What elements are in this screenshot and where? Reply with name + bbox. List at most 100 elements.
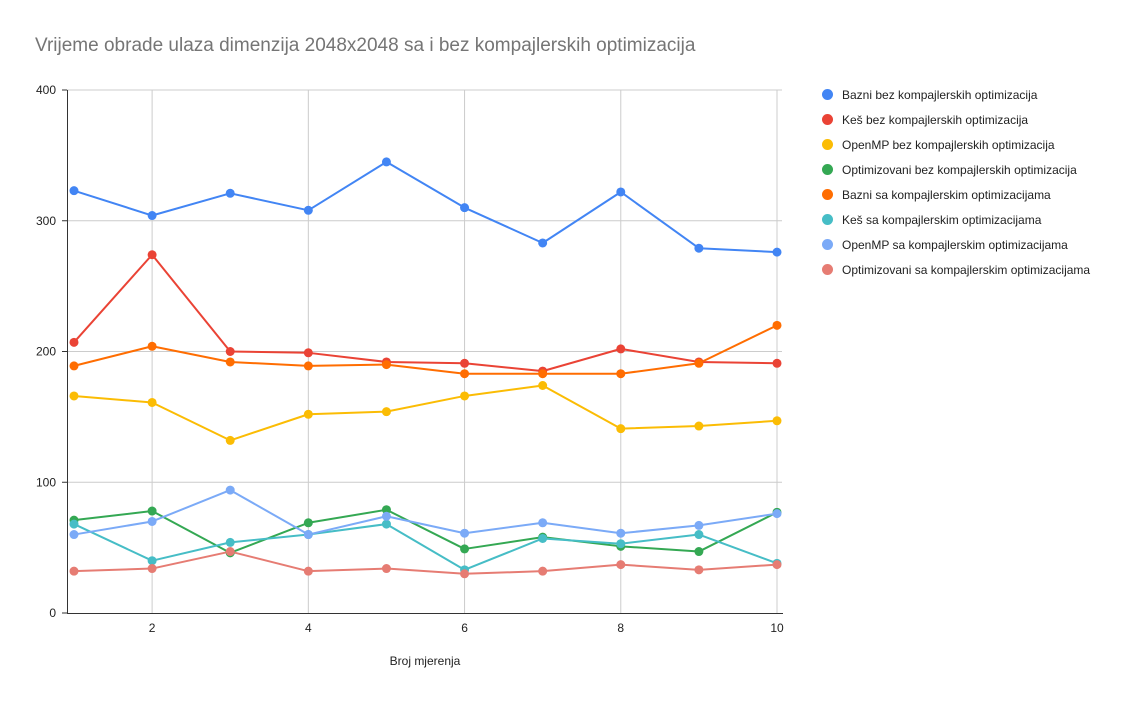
- data-point-series-7: [694, 520, 704, 530]
- data-point-series-2: [69, 337, 79, 347]
- data-point-series-5: [225, 357, 235, 367]
- legend-label: OpenMP sa kompajlerskim optimizacijama: [842, 237, 1068, 252]
- legend-item: Keš sa kompajlerskim optimizacijama: [822, 207, 1132, 232]
- series-line-8: [73, 550, 778, 575]
- data-point-series-2: [225, 347, 235, 356]
- data-point-series-6: [694, 530, 704, 540]
- axes: 0 100 200 300 400 2 4 6 8 10: [36, 83, 784, 635]
- y-tick-label: 400: [36, 83, 56, 97]
- legend-item: Bazni bez kompajlerskih optimizacija: [822, 82, 1132, 107]
- data-point-series-5: [538, 369, 548, 379]
- data-point-series-3: [303, 409, 313, 419]
- series-line-1: [73, 160, 778, 254]
- y-tick-label: 300: [36, 214, 56, 228]
- data-point-series-7: [303, 530, 313, 540]
- data-point-series-7: [460, 528, 470, 538]
- series-line-4: [73, 508, 778, 554]
- x-tick-label: 2: [149, 621, 156, 635]
- data-point-series-8: [147, 564, 157, 574]
- data-point-series-2: [460, 358, 470, 368]
- legend-marker: [822, 214, 833, 225]
- data-point-series-1: [772, 247, 782, 257]
- legend-marker: [822, 164, 833, 175]
- data-point-series-1: [538, 238, 548, 248]
- data-point-series-7: [225, 485, 235, 495]
- data-point-series-4: [303, 518, 313, 528]
- data-point-series-1: [303, 205, 313, 215]
- y-tick-label: 200: [36, 345, 56, 359]
- legend-label: Keš sa kompajlerskim optimizacijama: [842, 212, 1042, 227]
- data-point-series-4: [694, 547, 704, 557]
- data-point-series-2: [147, 250, 157, 260]
- series-lines: [73, 160, 778, 575]
- data-point-series-8: [381, 564, 391, 574]
- legend-label: Keš bez kompajlerskih optimizacija: [842, 112, 1029, 127]
- data-point-series-8: [616, 560, 626, 570]
- series-line-2: [73, 253, 778, 373]
- series-line-3: [73, 384, 778, 442]
- legend-item: OpenMP sa kompajlerskim optimizacijama: [822, 232, 1132, 257]
- legend-marker: [822, 139, 833, 150]
- data-point-series-7: [616, 528, 626, 538]
- data-point-series-1: [69, 186, 79, 196]
- legend-item: Optimizovani sa kompajlerskim optimizaci…: [822, 257, 1132, 282]
- data-point-series-5: [303, 361, 313, 371]
- data-point-series-5: [147, 341, 157, 351]
- data-point-series-7: [538, 518, 548, 528]
- data-point-series-1: [381, 157, 391, 167]
- data-point-series-3: [69, 391, 79, 401]
- chart-title: Vrijeme obrade ulaza dimenzija 2048x2048…: [35, 35, 696, 56]
- data-point-series-3: [381, 407, 391, 417]
- data-point-series-3: [147, 397, 157, 407]
- x-tick-label: 8: [617, 621, 624, 635]
- data-point-series-4: [147, 506, 157, 516]
- data-point-series-7: [69, 530, 79, 540]
- grid-lines: [67, 89, 782, 613]
- data-point-series-5: [616, 369, 626, 379]
- data-point-series-2: [303, 348, 313, 358]
- data-point-series-6: [616, 539, 626, 549]
- legend-label: Optimizovani bez kompajlerskih optimizac…: [842, 162, 1077, 177]
- data-point-series-6: [225, 537, 235, 547]
- legend-label: Bazni sa kompajlerskim optimizacijama: [842, 187, 1051, 202]
- legend-label: Optimizovani sa kompajlerskim optimizaci…: [842, 262, 1091, 277]
- data-point-series-5: [69, 361, 79, 371]
- legend: Bazni bez kompajlerskih optimizacija Keš …: [822, 82, 1132, 282]
- data-point-series-4: [381, 505, 391, 515]
- data-point-series-3: [616, 424, 626, 434]
- data-point-series-5: [772, 320, 782, 330]
- data-point-series-8: [694, 565, 704, 575]
- data-point-series-3: [772, 416, 782, 426]
- data-point-series-3: [694, 421, 704, 431]
- data-point-series-4: [460, 544, 470, 554]
- data-point-series-8: [460, 569, 470, 579]
- data-point-series-5: [460, 369, 470, 379]
- data-point-series-3: [460, 391, 470, 401]
- x-tick-label: 4: [305, 621, 312, 635]
- legend-label: Bazni bez kompajlerskih optimizacija: [842, 87, 1038, 102]
- data-point-series-8: [225, 547, 235, 557]
- legend-marker: [822, 189, 833, 200]
- data-point-series-1: [694, 243, 704, 253]
- data-point-series-2: [616, 344, 626, 354]
- legend-item: OpenMP bez kompajlerskih optimizacija: [822, 132, 1132, 157]
- series-line-6: [73, 523, 778, 571]
- legend-item: Bazni sa kompajlerskim optimizacijama: [822, 182, 1132, 207]
- legend-item: Keš bez kompajlerskih optimizacija: [822, 107, 1132, 132]
- data-point-series-6: [381, 519, 391, 529]
- legend-label: OpenMP bez kompajlerskih optimizacija: [842, 137, 1055, 152]
- data-point-series-8: [538, 566, 548, 576]
- data-point-series-8: [772, 560, 782, 570]
- data-point-series-6: [69, 519, 79, 529]
- data-point-series-3: [225, 435, 235, 445]
- data-point-series-1: [460, 203, 470, 213]
- data-point-series-5: [694, 358, 704, 368]
- data-point-series-1: [225, 188, 235, 198]
- data-point-series-1: [147, 211, 157, 221]
- data-point-series-6: [538, 533, 548, 543]
- legend-marker: [822, 239, 833, 250]
- data-point-series-3: [538, 380, 548, 390]
- x-axis-label: Broj mjerenja: [390, 654, 461, 668]
- series-line-7: [73, 489, 778, 536]
